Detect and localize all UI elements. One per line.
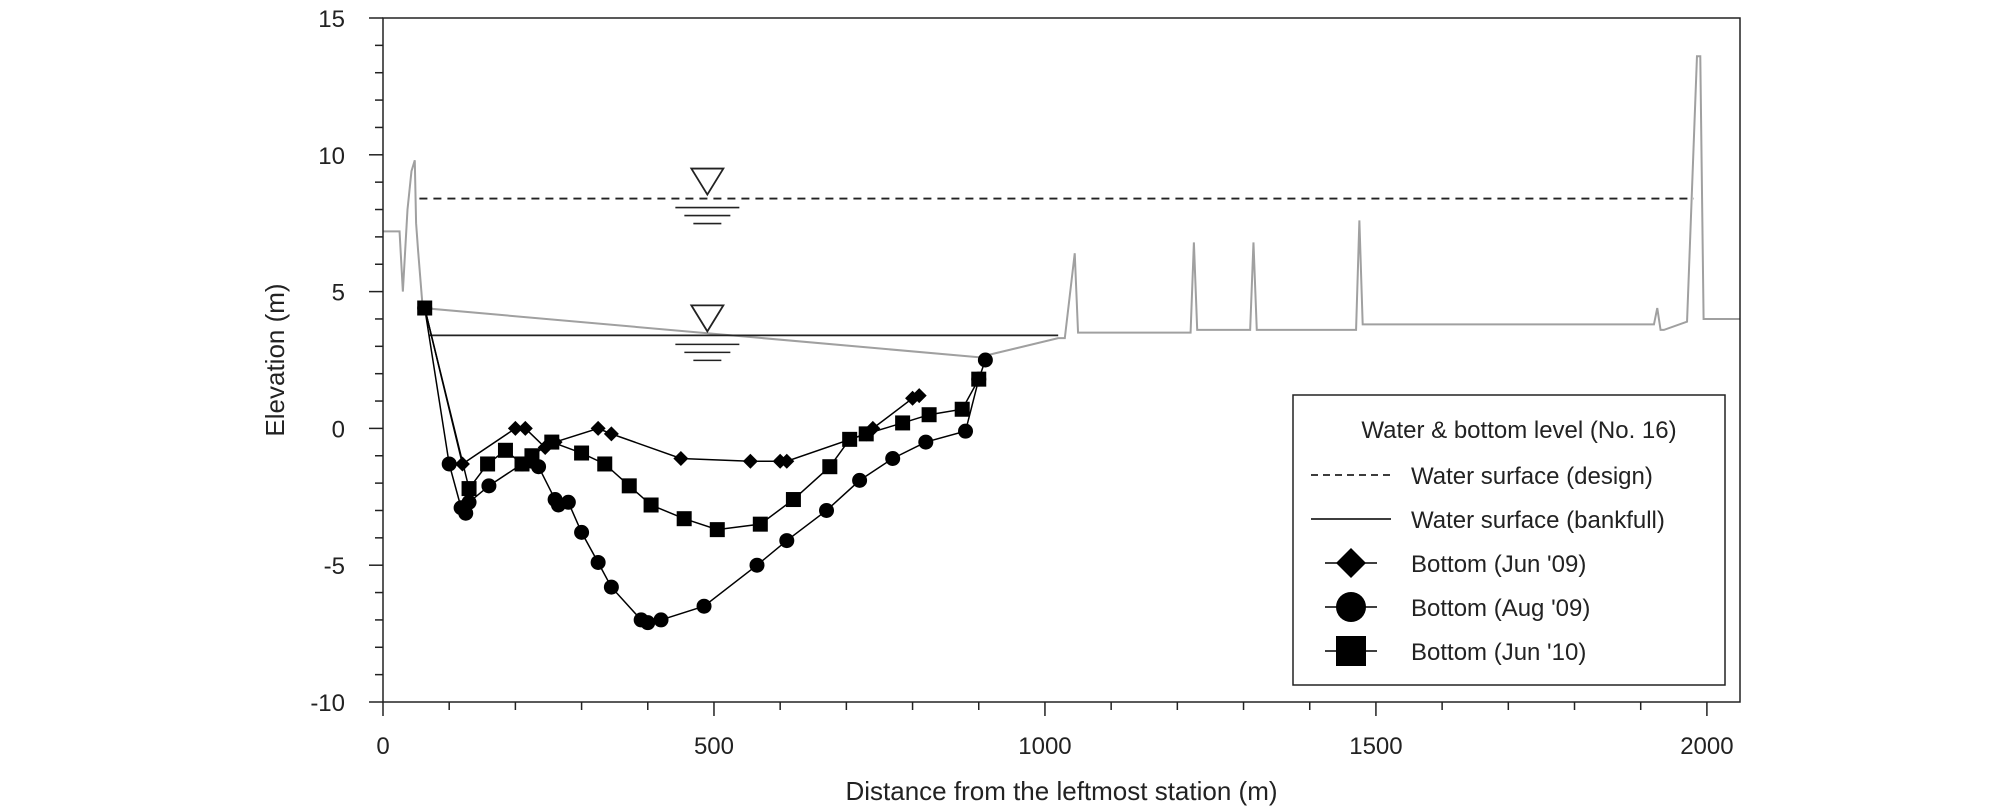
- data-point-square: [597, 456, 613, 472]
- data-point-diamond: [911, 388, 927, 404]
- data-point-circle: [574, 524, 590, 540]
- data-point-square: [574, 445, 590, 461]
- data-point-circle: [560, 494, 576, 510]
- legend-marker-circle-icon: [1336, 592, 1366, 622]
- legend-label: Bottom (Jun '10): [1411, 639, 1586, 666]
- data-point-diamond: [590, 420, 606, 436]
- data-point-circle: [461, 494, 477, 510]
- legend-label: Bottom (Jun '09): [1411, 551, 1586, 578]
- data-point-square: [921, 407, 937, 423]
- water-surface-layer: [419, 167, 1694, 362]
- data-point-circle: [696, 598, 712, 614]
- data-point-square: [621, 478, 637, 494]
- data-point-circle: [918, 434, 934, 450]
- legend-marker-square-icon: [1336, 636, 1366, 666]
- data-point-square: [676, 511, 692, 527]
- data-point-square: [643, 497, 659, 513]
- data-point-square: [544, 434, 560, 450]
- y-tick-label: 10: [318, 143, 345, 170]
- data-point-diamond: [603, 426, 619, 442]
- data-point-circle: [590, 554, 606, 570]
- axes-layer: 0 500 1000 1500 2000 -10 -5 0 5 10 15: [310, 6, 1733, 760]
- y-tick-label: 15: [318, 6, 345, 33]
- data-point-square: [524, 448, 540, 464]
- legend-label: Water surface (bankfull): [1411, 507, 1665, 534]
- data-point-diamond: [742, 453, 758, 469]
- legend: Water & bottom level (No. 16) Water surf…: [1292, 394, 1726, 686]
- data-point-circle: [852, 472, 868, 488]
- data-point-square: [461, 481, 477, 497]
- data-point-circle: [749, 557, 765, 573]
- legend-title: Water & bottom level (No. 16): [1361, 417, 1676, 444]
- x-tick-label: 1000: [1018, 733, 1071, 760]
- y-tick-label: -5: [324, 553, 345, 580]
- water-level-triangle-icon: [689, 304, 725, 334]
- data-point-diamond: [673, 450, 689, 466]
- data-point-circle: [603, 579, 619, 595]
- data-point-square: [752, 516, 768, 532]
- data-point-square: [971, 371, 987, 387]
- x-tick-label: 500: [694, 733, 734, 760]
- data-point-square: [895, 415, 911, 431]
- x-tick-label: 0: [376, 733, 389, 760]
- data-point-square: [497, 442, 513, 458]
- data-point-circle: [481, 478, 497, 494]
- plot-area-frame: [382, 17, 1741, 703]
- data-point-diamond: [507, 420, 523, 436]
- data-point-circle: [977, 352, 993, 368]
- y-axis-title: Elevation (m): [260, 283, 290, 436]
- data-point-diamond: [517, 420, 533, 436]
- data-point-square: [842, 431, 858, 447]
- series-line-square: [423, 307, 980, 531]
- legend-label: Bottom (Aug '09): [1411, 595, 1590, 622]
- data-point-circle: [779, 533, 795, 549]
- ground-profile-line: [383, 55, 1740, 359]
- data-point-square: [785, 492, 801, 508]
- bottom-series-layer: [417, 300, 993, 631]
- data-point-square: [858, 426, 874, 442]
- x-axis-title: Distance from the leftmost station (m): [845, 776, 1277, 806]
- data-point-square: [954, 401, 970, 417]
- data-point-square: [709, 522, 725, 538]
- data-point-circle: [653, 612, 669, 628]
- data-point-square: [417, 300, 433, 316]
- ground-profile-layer: [383, 55, 1740, 359]
- x-tick-label: 2000: [1680, 733, 1733, 760]
- series-line-circle: [423, 307, 987, 624]
- legend-marker-diamond-icon: [1336, 548, 1366, 578]
- data-point-circle: [819, 502, 835, 518]
- data-point-diamond: [779, 453, 795, 469]
- x-tick-label: 1500: [1349, 733, 1402, 760]
- y-tick-label: -10: [310, 690, 345, 717]
- y-tick-label: 5: [332, 280, 345, 307]
- legend-label: Water surface (design): [1411, 463, 1653, 490]
- data-point-circle: [441, 456, 457, 472]
- data-point-circle: [958, 423, 974, 439]
- data-point-square: [480, 456, 496, 472]
- water-level-triangle-icon: [689, 167, 725, 197]
- y-tick-label: 0: [332, 416, 345, 443]
- data-point-circle: [885, 450, 901, 466]
- data-point-square: [822, 459, 838, 475]
- data-point-circle: [640, 615, 656, 631]
